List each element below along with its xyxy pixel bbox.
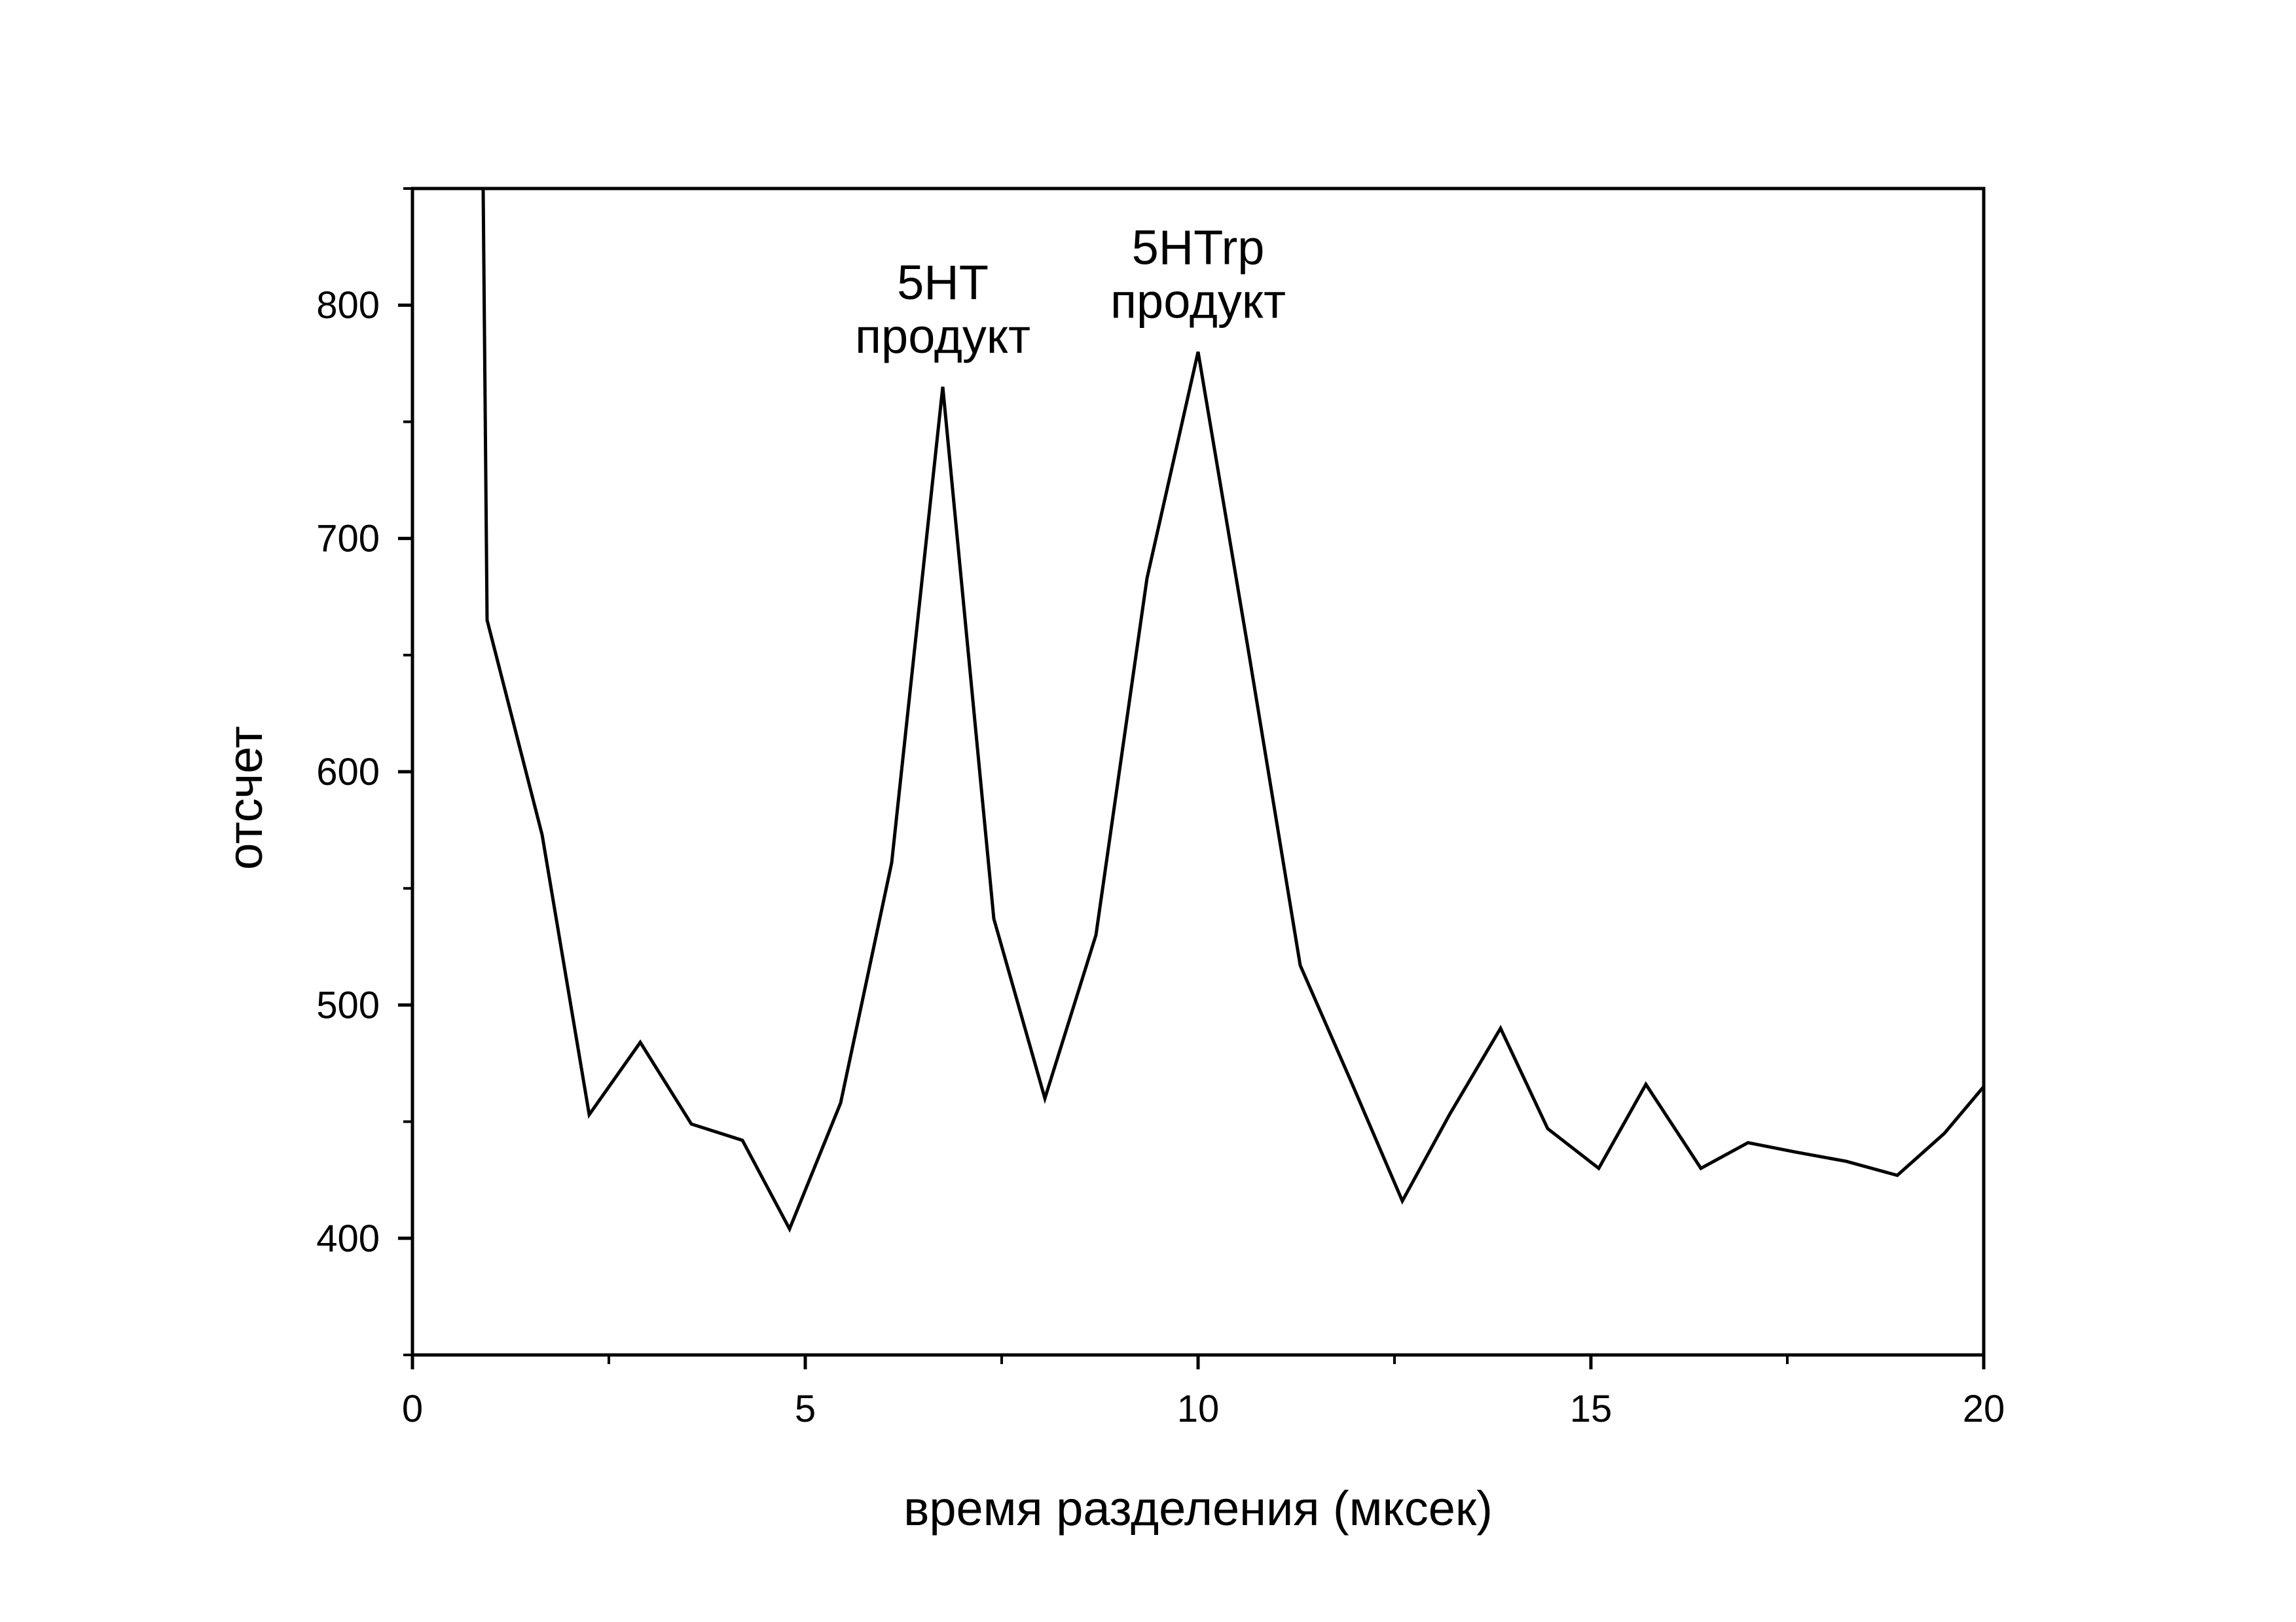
peak-annotation: 5HT продукт	[855, 255, 1030, 363]
peak-annotation-line: продукт	[855, 309, 1030, 363]
y-tick-label: 600	[316, 751, 380, 793]
chart-series	[481, 188, 1985, 1233]
data-series-line	[481, 188, 1985, 1233]
x-tick-label: 20	[1963, 1388, 2005, 1430]
peak-annotation: 5HTrp продукт	[1110, 220, 1286, 328]
chart-axes	[410, 187, 1986, 1357]
chart-ticks: 0 5 10 15 20 400 500 600 700 800	[316, 187, 2005, 1430]
plot-frame	[410, 187, 1986, 1357]
y-tick-label: 700	[316, 518, 380, 560]
x-tick-label: 0	[402, 1388, 423, 1430]
x-axis-title: время разделения (мксек)	[903, 1481, 1493, 1536]
y-tick-label: 500	[316, 984, 380, 1026]
x-tick-label: 15	[1570, 1388, 1613, 1430]
y-tick-label: 800	[316, 284, 380, 327]
peak-annotation-line: продукт	[1110, 274, 1286, 328]
y-tick-label: 400	[316, 1217, 380, 1260]
x-tick-label: 10	[1177, 1388, 1220, 1430]
x-tick-label: 5	[795, 1388, 816, 1430]
y-axis-title: отсчет	[218, 726, 272, 870]
peak-annotation-line: 5HT	[897, 255, 989, 310]
peak-annotation-line: 5HTrp	[1132, 220, 1265, 274]
